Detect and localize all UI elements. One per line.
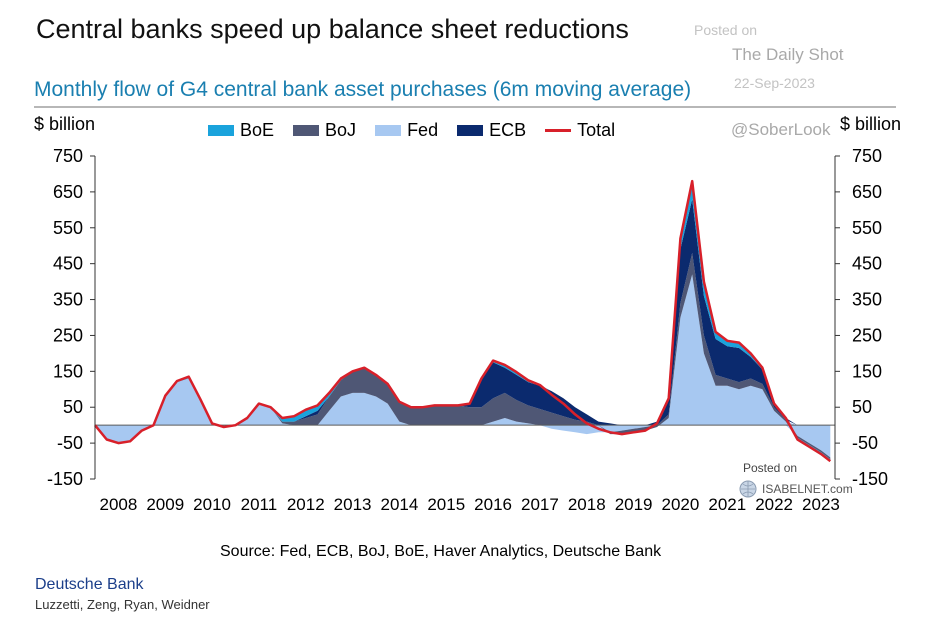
area-boj — [95, 252, 831, 460]
y-axis-label-right: $ billion — [840, 114, 902, 134]
y-tick-label-right: 450 — [852, 254, 882, 274]
x-tick-label: 2011 — [241, 495, 278, 514]
legend-label-ecb: ECB — [489, 119, 527, 140]
y-tick-label-right: 750 — [852, 146, 882, 166]
line-total — [94, 179, 832, 463]
x-tick-label: 2014 — [381, 495, 419, 514]
legend-item-boe: BoE — [208, 120, 274, 141]
x-tick-label: 2017 — [521, 495, 559, 514]
y-tick-label-left: -150 — [47, 469, 83, 489]
company-name: Deutsche Bank — [35, 576, 144, 593]
legend-label-boe: BoE — [240, 119, 275, 140]
watermark-source: The Daily Shot — [732, 45, 844, 64]
y-tick-label-left: 350 — [53, 290, 83, 310]
watermark-date: 22-Sep-2023 — [734, 75, 815, 91]
x-tick-label: 2009 — [146, 495, 184, 514]
x-tick-label: 2008 — [100, 495, 138, 514]
x-tick-label: 2015 — [427, 495, 465, 514]
y-tick-label-right: -50 — [852, 433, 878, 453]
y-axis-label-left: $ billion — [34, 114, 96, 134]
y-tick-label-right: 150 — [852, 361, 882, 381]
y-tick-label-right: -150 — [852, 469, 888, 489]
chart-subtitle: Monthly flow of G4 central bank asset pu… — [34, 78, 692, 101]
legend-line-total — [545, 128, 572, 132]
y-tick-label-right: 650 — [852, 182, 882, 202]
chart-legend: BoE BoJ Fed ECB Total — [208, 118, 634, 142]
watermark-handle: @SoberLook — [731, 120, 831, 139]
legend-item-fed: Fed — [375, 120, 438, 141]
legend-swatch-boj — [293, 124, 320, 136]
isabelnet-posted-on: Posted on — [743, 461, 798, 475]
legend-swatch-ecb — [457, 124, 484, 136]
x-tick-label: 2019 — [615, 495, 653, 514]
subtitle-divider — [34, 106, 896, 108]
source-note: Source: Fed, ECB, BoJ, BoE, Haver Analyt… — [220, 543, 662, 560]
legend-label-total: Total — [577, 119, 616, 140]
isabelnet-logo: ISABELNET.com — [738, 478, 868, 500]
y-tick-label-left: -50 — [57, 433, 83, 453]
legend-label-boj: BoJ — [325, 119, 357, 140]
authors-line: Luzzetti, Zeng, Ryan, Weidner — [35, 597, 210, 612]
isabelnet-globe-icon — [739, 480, 757, 498]
y-tick-label-right: 50 — [852, 397, 872, 417]
x-tick-label: 2023 — [802, 495, 840, 514]
x-tick-label: 2020 — [662, 495, 700, 514]
y-tick-label-left: 250 — [53, 325, 83, 345]
x-tick-label: 2012 — [287, 495, 325, 514]
x-tick-label: 2018 — [568, 495, 606, 514]
x-tick-label: 2016 — [474, 495, 512, 514]
y-tick-label-left: 650 — [53, 182, 83, 202]
chart-title: Central banks speed up balance sheet red… — [36, 14, 629, 44]
legend-item-ecb: ECB — [457, 120, 526, 141]
x-tick-label: 2013 — [334, 495, 372, 514]
y-tick-label-left: 150 — [53, 361, 83, 381]
y-tick-label-right: 250 — [852, 325, 882, 345]
watermark-posted-on: Posted on — [694, 22, 758, 38]
legend-label-fed: Fed — [407, 119, 439, 140]
y-tick-label-left: 550 — [53, 218, 83, 238]
y-tick-label-right: 550 — [852, 218, 882, 238]
legend-swatch-fed — [375, 124, 402, 136]
area-fed — [95, 274, 831, 458]
y-tick-label-left: 450 — [53, 254, 83, 274]
x-tick-label: 2021 — [708, 495, 746, 514]
legend-swatch-boe — [208, 124, 234, 136]
legend-item-total: Total — [545, 120, 615, 141]
x-tick-label: 2022 — [755, 495, 793, 514]
y-tick-label-left: 50 — [63, 397, 83, 417]
y-tick-label-left: 750 — [53, 146, 83, 166]
isabelnet-site: ISABELNET.com — [762, 482, 853, 496]
x-tick-label: 2010 — [193, 495, 231, 514]
y-tick-label-right: 350 — [852, 290, 882, 310]
legend-item-boj: BoJ — [293, 120, 356, 141]
